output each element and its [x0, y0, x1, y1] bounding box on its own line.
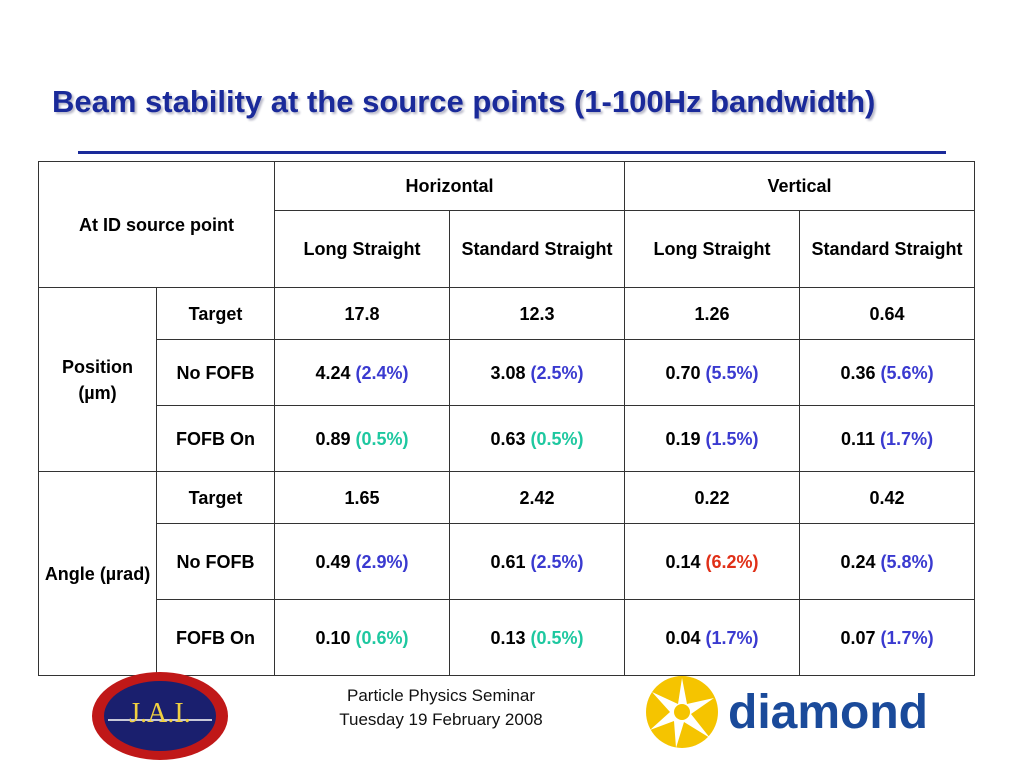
value-cell: 0.04 (1.7%): [624, 599, 801, 676]
value-cell: 2.42: [449, 471, 626, 524]
footer-event: Particle Physics Seminar: [346, 686, 535, 705]
percent: (6.2%): [705, 551, 759, 572]
stability-table: At ID source point Horizontal Vertical L…: [37, 161, 976, 676]
value: 0.07: [840, 627, 876, 648]
footer: Particle Physics Seminar Tuesday 19 Febr…: [310, 684, 572, 732]
value-cell: 1.65: [274, 471, 451, 524]
jai-logo-text: J.A.I.: [129, 698, 190, 729]
value: 0.36: [840, 362, 876, 383]
percent: (0.5%): [530, 627, 584, 648]
row-label: Target: [155, 287, 276, 340]
subheader-horizontal-long-straight: Long Straight: [274, 210, 451, 288]
value-cell: 0.19 (1.5%): [624, 405, 801, 472]
table-row: FOFB On 0.10 (0.6%) 0.13 (0.5%) 0.04 (1.…: [39, 599, 976, 676]
value: 0.11: [840, 428, 876, 449]
value: 0.61: [490, 551, 526, 572]
value: 0.13: [490, 627, 526, 648]
value: 1.65: [344, 487, 380, 508]
percent: (1.7%): [880, 627, 934, 648]
row-label: No FOFB: [155, 523, 276, 600]
group-header-horizontal: Horizontal: [274, 161, 626, 211]
value: 0.89: [315, 428, 351, 449]
header-row-groups: At ID source point Horizontal Vertical: [37, 161, 976, 288]
value-cell: 3.08 (2.5%): [449, 339, 626, 406]
percent: (1.5%): [705, 428, 759, 449]
value-cell: 0.24 (5.8%): [799, 523, 976, 600]
value-cell: 12.3: [449, 287, 626, 340]
value: 0.24: [840, 551, 876, 572]
value-cell: 0.10 (0.6%): [274, 599, 451, 676]
row-label: FOFB On: [155, 599, 276, 676]
percent: (0.6%): [355, 627, 409, 648]
corner-label: At ID source point: [37, 161, 276, 288]
row-label: Target: [155, 471, 276, 524]
value: 3.08: [490, 362, 526, 383]
value-cell: 4.24 (2.4%): [274, 339, 451, 406]
value-cell: 0.61 (2.5%): [449, 523, 626, 600]
value: 0.49: [315, 551, 351, 572]
value: 1.26: [694, 303, 730, 324]
value: 12.3: [519, 303, 555, 324]
jai-logo: J.A.I.: [92, 672, 228, 760]
value-cell: 0.64: [799, 287, 976, 340]
title-underline: [78, 151, 946, 154]
value: 0.42: [869, 487, 905, 508]
diamond-logo: diamond: [646, 676, 928, 748]
percent: (0.5%): [355, 428, 409, 449]
value-cell: 0.11 (1.7%): [799, 405, 976, 472]
percent: (2.5%): [530, 362, 584, 383]
slide-title: Beam stability at the source points (1-1…: [52, 84, 876, 119]
sunburst-icon: [646, 676, 718, 748]
value-cell: 0.63 (0.5%): [449, 405, 626, 472]
percent: (2.5%): [530, 551, 584, 572]
row-label: FOFB On: [155, 405, 276, 472]
value-cell: 0.70 (5.5%): [624, 339, 801, 406]
footer-date: Tuesday 19 February 2008: [339, 710, 543, 729]
value-cell: 0.13 (0.5%): [449, 599, 626, 676]
value: 0.19: [665, 428, 701, 449]
value-cell: 0.22: [624, 471, 801, 524]
value-cell: 0.36 (5.6%): [799, 339, 976, 406]
value: 0.63: [490, 428, 526, 449]
value-cell: 0.42: [799, 471, 976, 524]
value-cell: 0.89 (0.5%): [274, 405, 451, 472]
row-label: No FOFB: [155, 339, 276, 406]
section-label-position: Position (µm): [38, 287, 157, 472]
value: 0.70: [665, 362, 701, 383]
diamond-logo-text: diamond: [728, 686, 928, 739]
value-cell: 0.14 (6.2%): [624, 523, 801, 600]
subheader-vertical-standard-straight: Standard Straight: [799, 210, 976, 288]
value-cell: 0.49 (2.9%): [274, 523, 451, 600]
value: 17.8: [344, 303, 380, 324]
percent: (0.5%): [530, 428, 584, 449]
value: 0.64: [869, 303, 905, 324]
value: 0.22: [694, 487, 730, 508]
subheader-horizontal-standard-straight: Standard Straight: [449, 210, 626, 288]
value: 2.42: [519, 487, 555, 508]
group-header-vertical: Vertical: [624, 161, 976, 211]
header-row-subheaders: Long Straight Standard Straight Long Str…: [39, 210, 976, 288]
percent: (2.9%): [355, 551, 409, 572]
table-row: No FOFB 4.24 (2.4%) 3.08 (2.5%) 0.70 (5.…: [39, 339, 976, 406]
table-row: Angle (µrad) Target 1.65 2.42 0.22 0.42: [38, 471, 976, 676]
percent: (1.7%): [880, 428, 934, 449]
value: 0.04: [665, 627, 701, 648]
table-row: Position (µm) Target 17.8 12.3 1.26 0.64: [38, 287, 976, 472]
subheader-vertical-long-straight: Long Straight: [624, 210, 801, 288]
table-row: FOFB On 0.89 (0.5%) 0.63 (0.5%) 0.19 (1.…: [39, 405, 976, 472]
value-cell: 0.07 (1.7%): [799, 599, 976, 676]
section-label-angle: Angle (µrad): [38, 471, 157, 676]
value: 4.24: [315, 362, 351, 383]
percent: (5.5%): [705, 362, 759, 383]
value: 0.14: [665, 551, 701, 572]
percent: (1.7%): [705, 627, 759, 648]
value-cell: 17.8: [274, 287, 451, 340]
value: 0.10: [315, 627, 351, 648]
value-cell: 1.26: [624, 287, 801, 340]
percent: (5.8%): [880, 551, 934, 572]
table-row: No FOFB 0.49 (2.9%) 0.61 (2.5%) 0.14 (6.…: [39, 523, 976, 600]
percent: (5.6%): [880, 362, 934, 383]
percent: (2.4%): [355, 362, 409, 383]
